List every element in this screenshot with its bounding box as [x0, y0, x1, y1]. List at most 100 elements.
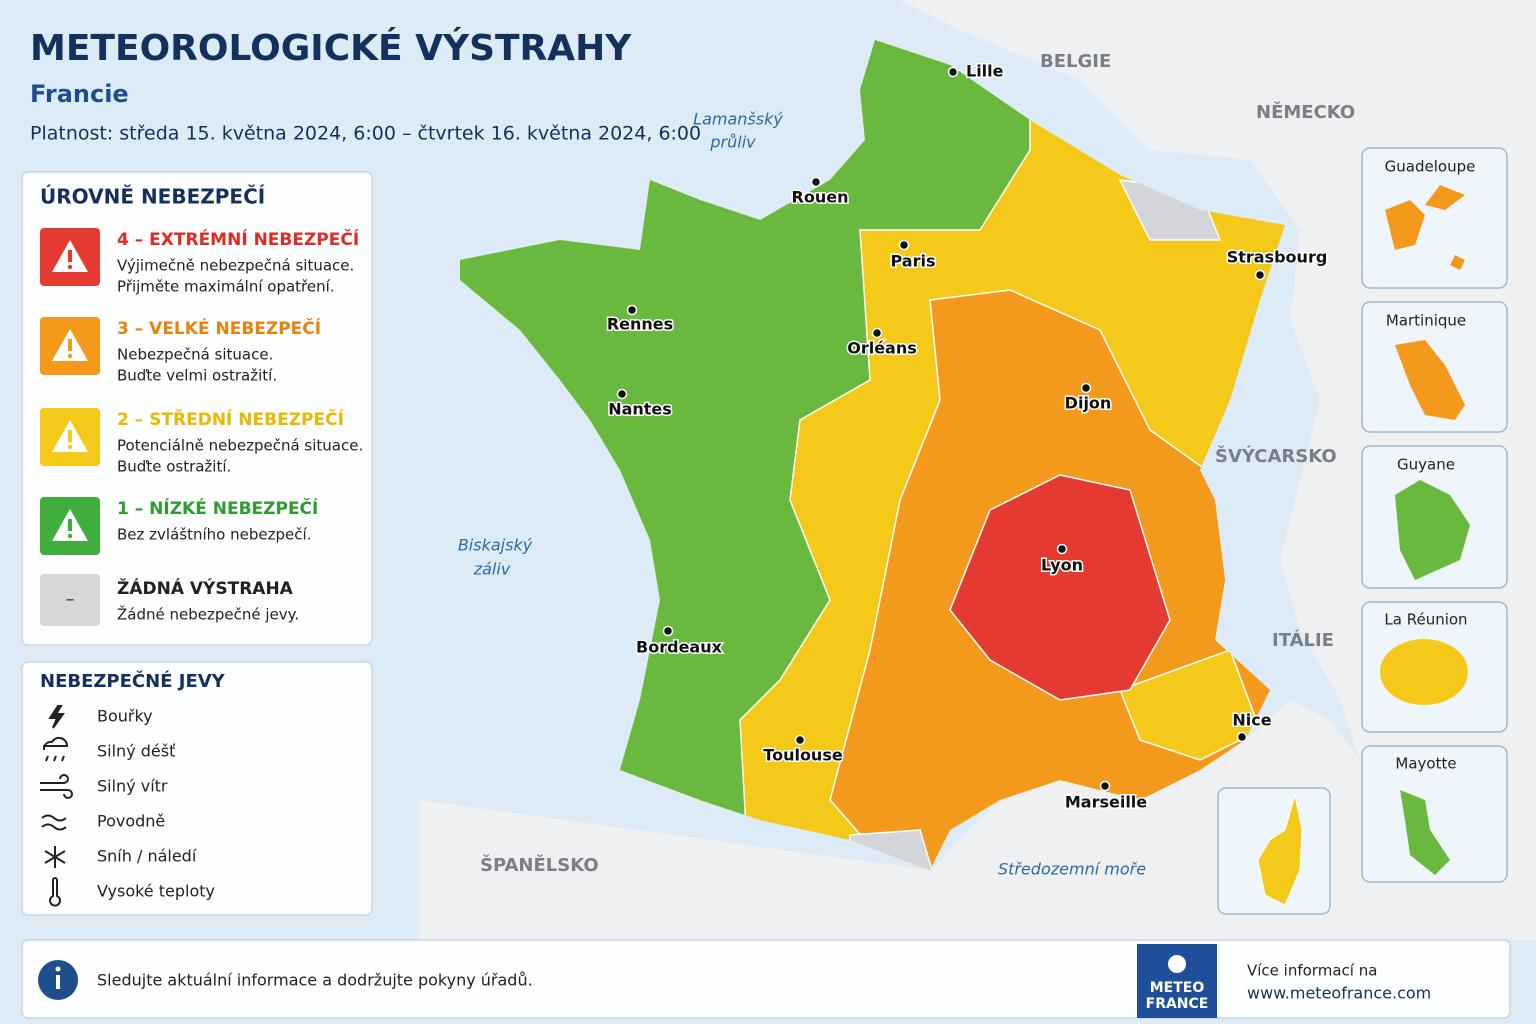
title: METEOROLOGICKÉ VÝSTRAHY	[30, 26, 632, 69]
phenomenon: Povodně	[97, 812, 165, 831]
city-dot	[1254, 269, 1266, 281]
level-description: Výjimečně nebezpečná situace.	[117, 257, 354, 275]
city-dot	[810, 176, 822, 188]
overseas-box	[1361, 745, 1508, 883]
country-label: NĚMECKO	[1256, 101, 1355, 123]
levels: 4 – EXTRÉMNÍ NEBEZPEČÍ Výjimečně nebezpeč…	[40, 228, 363, 555]
sea-label: Středozemní moře	[998, 860, 1146, 879]
island	[1395, 340, 1465, 420]
sea-label: Lamanšský	[693, 110, 783, 129]
logo-text: METEO	[1150, 980, 1205, 996]
city-label: Lille	[966, 62, 1004, 81]
icon-snow	[44, 846, 66, 868]
phenomenon: Silný vítr	[97, 777, 168, 796]
country-label: ITÁLIE	[1272, 629, 1334, 651]
info-icon-dot	[55, 966, 61, 972]
warning-icon-dot	[67, 264, 73, 270]
info-icon-bar	[56, 975, 60, 989]
city-dot	[898, 239, 910, 251]
sea-label: průliv	[709, 133, 756, 152]
city-label: Rennes	[607, 315, 673, 334]
level-label: 4 – EXTRÉMNÍ NEBEZPEČÍ	[117, 228, 359, 250]
city-label: Rouen	[792, 188, 849, 207]
city-dot	[947, 66, 959, 78]
phenomenon: Bouřky	[97, 707, 153, 726]
level-description: Potenciálně nebezpečná situace.	[117, 437, 363, 455]
city-dot	[662, 625, 674, 637]
warning-icon-dot	[67, 353, 73, 359]
logo-text: FRANCE	[1146, 996, 1209, 1012]
sea-label: záliv	[473, 560, 511, 579]
sea-label: Biskajský	[458, 536, 533, 555]
warning-icon-dot	[67, 533, 73, 539]
city-label: Toulouse	[763, 746, 843, 765]
city-label: Nantes	[608, 400, 672, 419]
legend-title: ÚROVNĚ NEBEZPEČÍ	[40, 185, 265, 209]
city-label: Marseille	[1065, 793, 1147, 812]
country-label: ŠPANĚLSKO	[480, 854, 599, 876]
phenomena-list: Bouřky Silný déšť Silný vítr Povodně Sníh / …	[97, 707, 215, 901]
city-label: Orléans	[847, 339, 917, 358]
phenomenon: Sníh / náledí	[97, 847, 197, 866]
level-description: Bez zvláštního nebezpečí.	[117, 526, 311, 544]
level-description: Buďte ostražití.	[117, 458, 231, 476]
phenomenon: Vysoké teploty	[97, 882, 215, 901]
country-label: BELGIE	[1040, 51, 1111, 72]
none-swatch	[40, 574, 100, 626]
city-label: Strasbourg	[1227, 248, 1328, 267]
city-dot	[1080, 382, 1092, 394]
cities: Lille Rouen Paris Strasbourg Rennes Orléans Na…	[605, 60, 1328, 890]
none-description: Žádné nebezpečné jevy.	[117, 605, 299, 624]
overseas-name: Martinique	[1386, 312, 1466, 330]
city-label: Lyon	[1041, 556, 1083, 575]
overseas-name: La Réunion	[1384, 611, 1467, 629]
footer-note: Sledujte aktuální informace a dodržujte …	[97, 971, 533, 990]
none-symbol: –	[66, 589, 75, 610]
zone-yellow-south	[1119, 649, 1261, 761]
level-label: 3 – VELKÉ NEBEZPEČÍ	[117, 317, 321, 339]
corsica	[1257, 794, 1303, 906]
subtitle: Francie	[30, 80, 129, 108]
city-dot	[1056, 543, 1068, 555]
phenomena-icons	[40, 705, 73, 907]
city-dot	[1099, 780, 1111, 792]
country-label: ŠVÝCARSKO	[1215, 445, 1337, 467]
island	[1400, 790, 1450, 875]
overseas-name: Mayotte	[1395, 755, 1456, 773]
spain-land	[420, 800, 940, 940]
warning-icon-bar	[68, 339, 72, 351]
icon-temperature	[49, 877, 61, 907]
city-dot	[1236, 731, 1248, 743]
icon-storm	[48, 705, 65, 729]
level-label: 2 – STŘEDNÍ NEBEZPEČÍ	[117, 408, 344, 430]
overseas: Guadeloupe Martinique Guyane La Réunion …	[1361, 147, 1508, 883]
warning-icon-dot	[67, 444, 73, 450]
overseas-box	[1361, 147, 1508, 289]
none-label: ŽÁDNÁ VÝSTRAHA	[117, 577, 294, 599]
level-label: 1 – NÍZKÉ NEBEZPEČÍ	[117, 497, 318, 519]
icon-flood	[41, 814, 67, 831]
city-label: Nice	[1232, 711, 1271, 730]
overseas-name: Guyane	[1397, 456, 1455, 474]
warning-icon-bar	[68, 519, 72, 531]
level-description: Buďte velmi ostražití.	[117, 367, 277, 385]
phenomenon: Silný déšť	[97, 742, 175, 761]
footer-url[interactable]: www.meteofrance.com	[1247, 984, 1431, 1003]
warning-icon-bar	[68, 430, 72, 442]
icon-rain	[42, 736, 69, 762]
city-label: Bordeaux	[636, 638, 723, 657]
overseas-name: Guadeloupe	[1385, 158, 1476, 176]
legend-panel	[21, 171, 373, 646]
level-description: Přijměte maximální opatření.	[117, 278, 335, 296]
phenomena-title: NEBEZPEČNÉ JEVY	[40, 670, 226, 692]
city-dot	[794, 734, 806, 746]
island	[1380, 639, 1468, 705]
logo-mark	[1168, 955, 1186, 973]
zone-red	[949, 474, 1171, 701]
validity: Platnost: středa 15. května 2024, 6:00 –…	[30, 123, 701, 145]
city-label: Dijon	[1065, 394, 1112, 413]
city-dot	[626, 304, 638, 316]
icon-wind	[40, 774, 73, 799]
